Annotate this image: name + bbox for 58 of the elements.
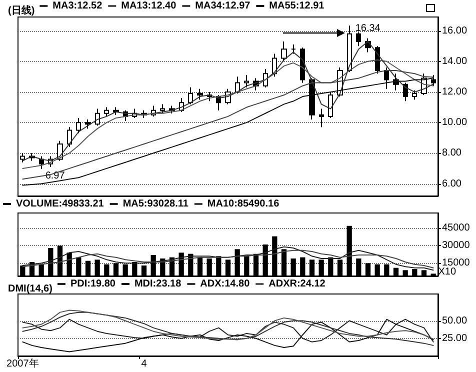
candlestick — [300, 47, 305, 84]
y-tick-label: 45000 — [442, 222, 470, 234]
candlestick — [412, 90, 417, 100]
y-tick-label: 25.00 — [442, 332, 468, 344]
chart-title: (日线) — [8, 4, 35, 16]
candlestick — [95, 108, 100, 126]
candlestick — [76, 117, 81, 134]
legend-label: MA34:12.97 — [195, 0, 251, 12]
candlestick — [104, 106, 109, 117]
y-tick-label: 14.00 — [442, 56, 468, 67]
legend-label: MA13:12.40 — [121, 0, 177, 12]
line-series — [22, 318, 434, 342]
chart-title: DMI(14,6) — [8, 284, 52, 294]
legend-label: MA5:93028.11 — [122, 198, 189, 210]
y-tick-label: 50.00 — [442, 315, 468, 326]
candlestick — [281, 40, 287, 62]
candlestick — [356, 32, 361, 47]
x-tick-label: 4 — [141, 358, 148, 370]
candlestick — [328, 91, 333, 118]
annotation: 16.34 — [355, 23, 381, 34]
line-series — [22, 318, 434, 352]
y-tick-label: 30000 — [442, 240, 470, 252]
candlestick — [384, 66, 389, 90]
legend-label: MA10:85490.16 — [207, 198, 280, 210]
y-tick-label: 15000 — [442, 258, 470, 269]
candlestick — [431, 74, 436, 86]
y-tick-label: 12.00 — [442, 86, 468, 98]
line-series — [22, 40, 434, 162]
candlestick — [67, 126, 72, 148]
line-series — [22, 312, 434, 346]
line-series — [22, 59, 434, 169]
y-tick-label: 8.00 — [442, 148, 462, 159]
candlestick — [291, 44, 296, 54]
x-tick-label: 2007年 — [6, 358, 39, 370]
legend-label: MA3:12.52 — [52, 0, 103, 12]
legend-label: MDI:23.18 — [134, 278, 182, 290]
candlestick — [319, 108, 324, 128]
candlestick — [235, 76, 240, 94]
candlestick — [188, 86, 193, 105]
candlestick — [309, 78, 315, 120]
candlestick — [197, 88, 203, 100]
legend-label: ADXR:24.12 — [268, 278, 326, 290]
candlestick — [375, 46, 380, 74]
legend-label: PDI:19.80 — [70, 278, 116, 290]
legend-label: ADX:14.80 — [200, 278, 250, 290]
candlestick — [85, 119, 91, 130]
candlestick — [20, 152, 25, 163]
y-tick-label: 16.00 — [442, 25, 468, 36]
legend-label: MA55:12.91 — [269, 0, 325, 12]
line-series — [22, 310, 434, 340]
candlestick — [347, 25, 352, 73]
legend-label: VOLUME:49833.21 — [16, 198, 104, 210]
candlestick — [160, 104, 165, 114]
y-tick-label: 6.00 — [442, 178, 462, 190]
candlestick — [244, 74, 249, 88]
text: X10 — [438, 266, 456, 278]
candlestick — [39, 156, 44, 170]
y-tick-label: 10.00 — [442, 117, 468, 128]
